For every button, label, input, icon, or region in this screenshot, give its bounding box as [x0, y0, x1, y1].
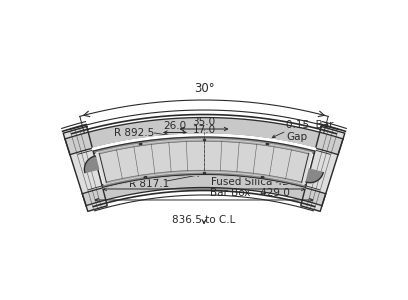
Text: Bar Box   429.0: Bar Box 429.0	[210, 188, 290, 198]
Polygon shape	[102, 172, 306, 188]
Text: R 892.5: R 892.5	[114, 128, 154, 137]
Polygon shape	[266, 143, 269, 145]
Polygon shape	[63, 126, 107, 212]
Polygon shape	[99, 140, 309, 154]
Polygon shape	[84, 156, 111, 172]
Text: Fused Silica 421.7: Fused Silica 421.7	[211, 177, 306, 187]
Text: 17.0: 17.0	[193, 124, 215, 134]
Polygon shape	[96, 140, 312, 184]
Polygon shape	[297, 166, 323, 183]
Polygon shape	[82, 175, 326, 206]
Polygon shape	[203, 139, 205, 140]
Polygon shape	[99, 141, 309, 182]
Polygon shape	[261, 177, 264, 178]
Polygon shape	[144, 177, 147, 178]
Polygon shape	[106, 170, 302, 184]
Text: 836.5 to C.L: 836.5 to C.L	[172, 215, 236, 225]
Text: 35.0: 35.0	[193, 117, 215, 127]
Polygon shape	[93, 137, 315, 154]
Polygon shape	[203, 172, 205, 173]
Text: 26.0: 26.0	[164, 121, 186, 130]
Text: 0.15  Bar
Gap: 0.15 Bar Gap	[286, 120, 334, 142]
Polygon shape	[139, 143, 142, 145]
Polygon shape	[102, 173, 306, 188]
Text: 30°: 30°	[194, 82, 214, 95]
Polygon shape	[301, 126, 345, 212]
Text: R 817.1: R 817.1	[129, 179, 169, 189]
Polygon shape	[65, 118, 343, 154]
Polygon shape	[92, 134, 316, 152]
